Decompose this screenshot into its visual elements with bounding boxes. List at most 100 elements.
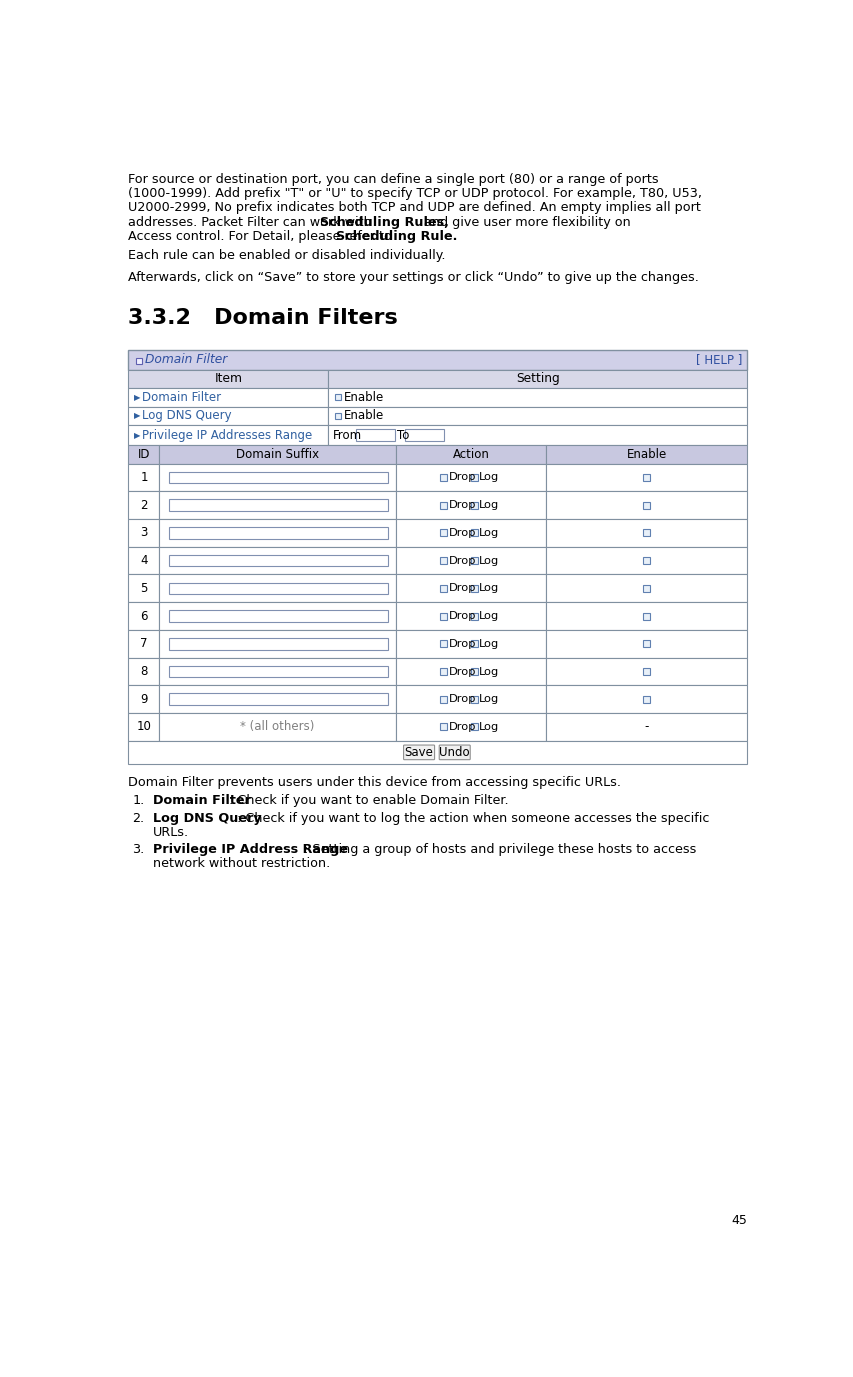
Bar xyxy=(328,406,746,425)
Text: Scheduling Rule.: Scheduling Rule. xyxy=(336,230,457,242)
Text: ▶: ▶ xyxy=(134,392,140,402)
Text: Log DNS Query: Log DNS Query xyxy=(142,409,232,423)
Text: U2000-2999, No prefix indicates both TCP and UDP are defined. An empty implies a: U2000-2999, No prefix indicates both TCP… xyxy=(128,201,700,215)
Bar xyxy=(546,445,746,464)
Bar xyxy=(470,529,477,537)
Bar xyxy=(395,713,546,741)
Bar xyxy=(160,547,395,574)
Bar xyxy=(128,464,160,492)
Text: Drop: Drop xyxy=(448,500,475,511)
Text: Domain Suffix: Domain Suffix xyxy=(235,448,319,461)
Bar xyxy=(395,602,546,629)
Bar xyxy=(128,741,746,764)
Bar xyxy=(546,658,746,686)
Bar xyxy=(328,369,746,388)
Bar xyxy=(128,519,160,547)
Bar xyxy=(546,574,746,602)
Bar xyxy=(440,668,447,675)
Bar xyxy=(470,558,477,565)
Text: Drop: Drop xyxy=(448,527,475,538)
Bar xyxy=(160,464,395,492)
Bar xyxy=(440,640,447,647)
Text: ▶: ▶ xyxy=(134,431,140,439)
Text: -: - xyxy=(644,720,648,734)
Text: Log: Log xyxy=(479,556,498,566)
Text: ID: ID xyxy=(137,448,150,461)
Bar xyxy=(642,585,649,592)
Text: 6: 6 xyxy=(140,610,148,622)
Bar xyxy=(546,602,746,629)
Text: 45: 45 xyxy=(730,1215,746,1227)
Text: Drop: Drop xyxy=(448,694,475,704)
Bar xyxy=(128,547,160,574)
Bar xyxy=(470,585,477,592)
Bar xyxy=(546,629,746,658)
Bar xyxy=(169,638,387,650)
Bar xyxy=(128,350,746,369)
Bar xyxy=(356,430,395,441)
Text: Domain Filter: Domain Filter xyxy=(145,353,228,366)
Text: Log: Log xyxy=(479,722,498,733)
Bar xyxy=(395,574,546,602)
Bar xyxy=(440,695,447,702)
Text: 3.3.2   Domain Filters: 3.3.2 Domain Filters xyxy=(128,308,397,328)
Text: Log: Log xyxy=(479,500,498,511)
Text: Log: Log xyxy=(479,666,498,676)
Bar xyxy=(395,492,546,519)
Bar xyxy=(642,501,649,508)
Bar xyxy=(169,665,387,677)
Text: To: To xyxy=(396,428,409,442)
Bar xyxy=(169,500,387,511)
Bar xyxy=(470,723,477,730)
Bar xyxy=(395,445,546,464)
Bar xyxy=(642,613,649,620)
Bar xyxy=(128,406,328,425)
FancyBboxPatch shape xyxy=(438,745,470,760)
Text: Drop: Drop xyxy=(448,584,475,593)
Text: Privilege IP Addresses Range: Privilege IP Addresses Range xyxy=(142,428,312,442)
Bar xyxy=(128,388,328,406)
Text: * (all others): * (all others) xyxy=(241,720,315,734)
Text: 3: 3 xyxy=(140,526,148,540)
Bar xyxy=(128,574,160,602)
Bar xyxy=(395,686,546,713)
Bar xyxy=(395,629,546,658)
Text: 1: 1 xyxy=(140,471,148,483)
Bar xyxy=(470,668,477,675)
Text: Drop: Drop xyxy=(448,722,475,733)
Bar xyxy=(160,658,395,686)
Text: Enable: Enable xyxy=(626,448,666,461)
Text: Log: Log xyxy=(479,472,498,482)
Bar xyxy=(470,501,477,508)
Text: Log DNS Query: Log DNS Query xyxy=(153,811,262,825)
Text: 7: 7 xyxy=(140,638,148,650)
Text: Privilege IP Address Range: Privilege IP Address Range xyxy=(153,843,348,856)
Text: 3.: 3. xyxy=(132,843,144,856)
Bar xyxy=(546,464,746,492)
Bar xyxy=(440,474,447,481)
Bar xyxy=(160,602,395,629)
Bar xyxy=(128,602,160,629)
Bar xyxy=(440,529,447,537)
Bar xyxy=(160,445,395,464)
Bar xyxy=(169,555,387,566)
Text: : Check if you want to enable Domain Filter.: : Check if you want to enable Domain Fil… xyxy=(229,795,508,807)
Bar xyxy=(440,558,447,565)
Text: Item: Item xyxy=(214,372,242,386)
Bar xyxy=(546,686,746,713)
Bar xyxy=(395,519,546,547)
Bar xyxy=(169,582,387,593)
FancyBboxPatch shape xyxy=(403,745,434,760)
Text: Enable: Enable xyxy=(344,409,384,423)
Text: Save: Save xyxy=(404,746,433,759)
Bar xyxy=(440,501,447,508)
Text: Log: Log xyxy=(479,527,498,538)
Text: 10: 10 xyxy=(136,720,151,734)
Bar xyxy=(470,613,477,620)
Bar xyxy=(169,610,387,622)
Text: Drop: Drop xyxy=(448,666,475,676)
Text: Scheduling Rules,: Scheduling Rules, xyxy=(320,216,449,229)
Bar xyxy=(440,613,447,620)
Text: 2.: 2. xyxy=(132,811,144,825)
Text: Enable: Enable xyxy=(344,391,384,403)
